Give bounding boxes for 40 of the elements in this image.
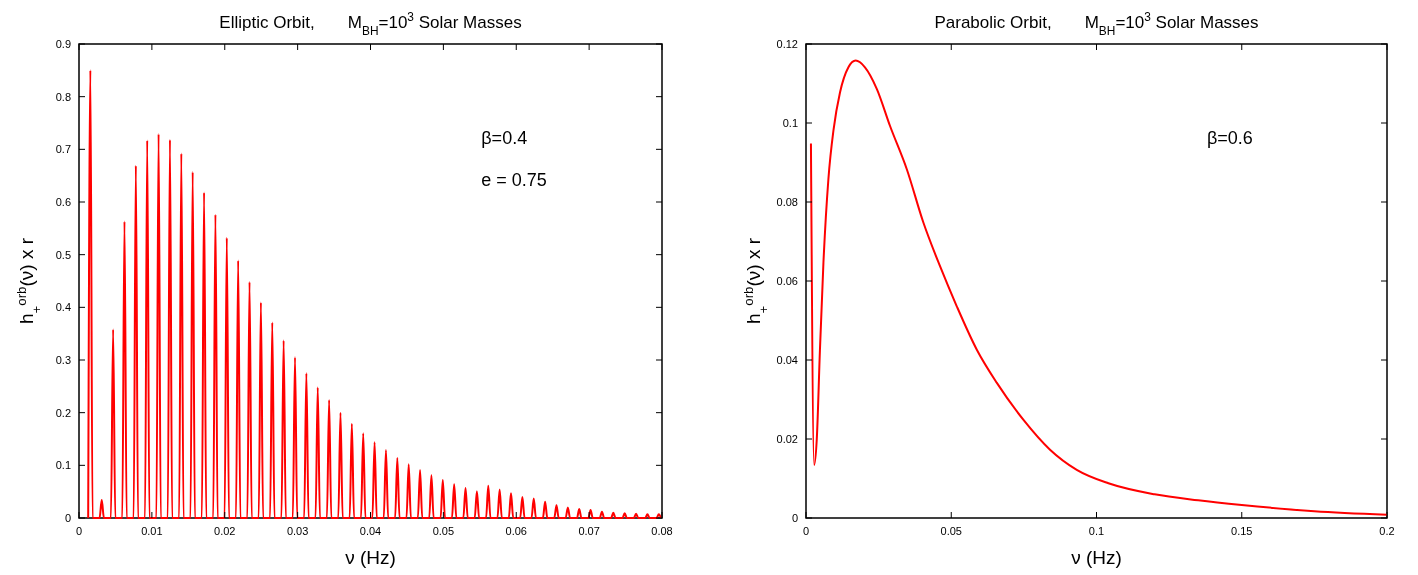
annotation: β=0.6	[1206, 127, 1253, 148]
y-tick-label: 0	[791, 512, 798, 524]
x-tick-label: 0.03	[286, 525, 309, 537]
y-tick-label: 0.6	[55, 196, 71, 208]
y-tick-label: 0.1	[782, 117, 798, 129]
x-axis-title: ν (Hz)	[1071, 547, 1122, 568]
y-tick-label: 0.4	[55, 301, 71, 314]
y-tick-label: 0.12	[776, 38, 798, 50]
line-series	[87, 69, 662, 519]
x-tick-label: 0.08	[651, 525, 673, 537]
y-tick-label: 0.02	[776, 433, 798, 445]
annotation: β=0.4	[481, 127, 528, 148]
x-axis-title: ν (Hz)	[345, 547, 396, 568]
y-tick-label: 0.8	[55, 90, 71, 103]
y-tick-label: 0.08	[776, 196, 798, 208]
y-tick-label: 0.04	[776, 354, 798, 366]
x-tick-label: 0.01	[141, 525, 163, 537]
y-tick-label: 0.06	[776, 275, 798, 287]
y-tick-label: 0.3	[55, 354, 71, 366]
chart-title: Elliptic Orbit, M$_{BH}$=10$^{3}$ Solar Masses	[219, 10, 522, 38]
x-tick-label: 0.07	[578, 525, 600, 537]
x-tick-label: 0.02	[214, 525, 236, 537]
x-tick-label: 0.05	[432, 525, 455, 537]
x-tick-label: 0	[802, 525, 810, 537]
annotation: e = 0.75	[481, 170, 547, 191]
y-tick-label: 0	[64, 512, 71, 524]
y-tick-label: 0.7	[55, 143, 71, 156]
y-tick-label: 0.9	[55, 38, 71, 50]
x-tick-label: 0.15	[1231, 525, 1253, 537]
x-tick-label: 0.1	[1088, 525, 1105, 537]
line-series	[809, 59, 1388, 516]
y-tick-label: 0.1	[55, 459, 71, 472]
y-tick-label: 0.2	[55, 406, 71, 419]
x-tick-label: 0.04	[359, 525, 382, 537]
x-tick-label: 0.05	[940, 525, 962, 537]
chart-title: Parabolic Orbit, M$_{BH}$=10$^{3}$ Solar Masses	[934, 10, 1259, 38]
x-tick-label: 0.06	[505, 525, 527, 537]
x-tick-label: 0	[75, 525, 83, 537]
y-tick-label: 0.5	[55, 248, 71, 261]
x-tick-label: 0.2	[1379, 525, 1395, 537]
